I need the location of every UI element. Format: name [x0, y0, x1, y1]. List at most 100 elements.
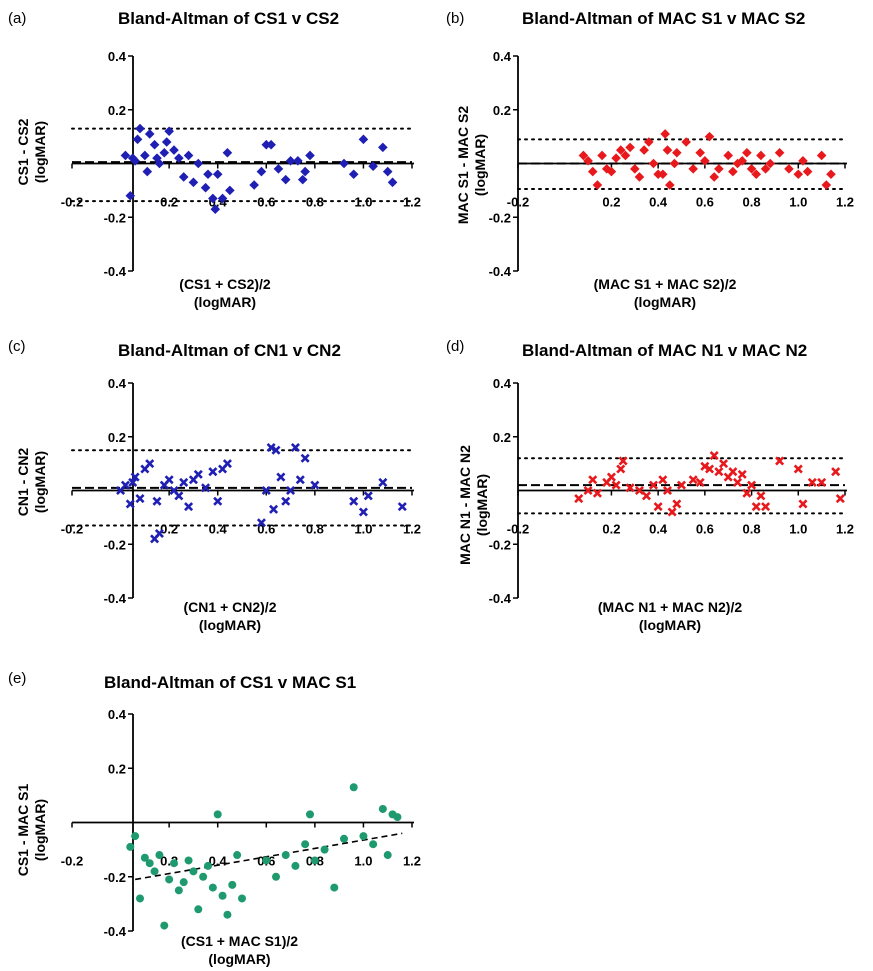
data-point — [816, 150, 827, 161]
plot-area: 0.40.2-0.2-0.4-0.20.20.40.60.81.01.2 — [61, 707, 421, 939]
data-point — [578, 150, 589, 161]
x-axis-label-line2: (logMAR) — [638, 617, 702, 633]
data-point — [228, 880, 237, 889]
data-point — [223, 910, 232, 919]
chart-title: Bland-Altman of MAC S1 v MAC S2 — [522, 9, 806, 28]
data-point — [672, 147, 682, 158]
data-point — [737, 469, 747, 479]
data-point — [340, 834, 348, 843]
data-point — [588, 475, 598, 485]
data-point — [383, 851, 392, 860]
x-tick-label: 0.4 — [209, 522, 228, 537]
data-point — [751, 502, 761, 512]
data-point — [587, 166, 598, 177]
data-point — [164, 475, 174, 485]
y-tick-label: -0.2 — [489, 537, 511, 552]
x-tick-label: 1.0 — [354, 195, 372, 210]
data-point — [271, 445, 281, 455]
x-tick-label: 1.2 — [836, 522, 854, 537]
panel-a: (a) Bland-Altman of CS1 v CS2 CS1 - CS2 … — [0, 0, 440, 320]
y-tick-label: 0.2 — [493, 430, 511, 445]
data-point — [145, 859, 154, 868]
data-point — [618, 456, 628, 466]
x-axis-label-line1: (MAC N1 + MAC N2)/2 — [597, 599, 743, 615]
x-axis-label: (MAC N1 + MAC N2)/2 (logMAR) — [570, 598, 770, 634]
data-point — [378, 804, 387, 813]
y-tick-label: -0.2 — [104, 870, 126, 885]
data-point — [217, 193, 228, 204]
y-tick-label: 0.2 — [108, 761, 126, 776]
data-point — [760, 164, 771, 174]
data-point — [669, 158, 680, 169]
y-tick-label: -0.2 — [489, 210, 511, 225]
data-point — [704, 131, 715, 142]
data-point — [597, 150, 607, 161]
data-point — [611, 480, 621, 490]
data-point — [737, 156, 748, 166]
data-point — [290, 442, 300, 453]
x-tick-label: 1.2 — [403, 854, 421, 869]
x-axis-label-line2: (logMAR) — [193, 294, 257, 310]
y-tick-label: -0.2 — [104, 537, 126, 552]
data-point — [161, 137, 172, 147]
x-axis-label: (CN1 + CN2)/2 (logMAR) — [150, 598, 310, 634]
data-point — [644, 137, 654, 147]
data-point — [620, 150, 631, 161]
data-point — [742, 488, 752, 498]
y-tick-label: 0.4 — [108, 707, 127, 722]
data-point — [695, 147, 705, 158]
data-point — [222, 459, 232, 469]
data-point — [280, 174, 291, 185]
data-point — [742, 147, 752, 158]
chart-title: Bland-Altman of CS1 v CS2 — [118, 9, 340, 28]
y-tick-label: -0.4 — [104, 591, 127, 606]
x-tick-label: -0.2 — [507, 195, 529, 210]
y-tick-label: -0.2 — [104, 210, 126, 225]
data-point — [798, 499, 808, 509]
data-point — [774, 147, 785, 158]
data-point — [714, 164, 724, 174]
data-point — [802, 166, 813, 177]
data-point — [634, 172, 645, 182]
data-point — [393, 813, 402, 822]
x-tick-label: 0.4 — [649, 522, 668, 537]
x-tick-label: 1.2 — [403, 195, 421, 210]
data-point — [625, 142, 635, 153]
data-point — [291, 861, 300, 870]
data-point — [667, 507, 677, 517]
x-tick-label: 0.2 — [160, 195, 178, 210]
data-point — [574, 494, 584, 504]
data-point — [178, 172, 189, 182]
data-point — [807, 477, 817, 487]
data-point — [125, 499, 135, 509]
data-point — [120, 480, 130, 490]
data-point — [208, 467, 218, 477]
data-point — [761, 502, 771, 512]
data-point — [261, 139, 272, 150]
data-point — [310, 480, 320, 490]
panel-e: (e) Bland-Altman of CS1 v MAC S1 CS1 - M… — [0, 660, 440, 971]
data-point — [817, 477, 827, 487]
chart-title: Bland-Altman of CN1 v CN2 — [118, 341, 341, 360]
x-axis-label-line1: (CS1 + MAC S1)/2 — [180, 933, 299, 949]
x-tick-label: 0.4 — [209, 854, 228, 869]
data-point — [174, 153, 184, 163]
x-axis-label: (CS1 + MAC S1)/2 (logMAR) — [152, 932, 327, 968]
data-point — [300, 166, 310, 177]
data-point — [310, 856, 319, 865]
data-point — [348, 169, 359, 180]
data-point — [592, 488, 602, 498]
data-point — [210, 204, 221, 214]
data-point — [363, 491, 373, 501]
data-point — [142, 166, 153, 177]
data-point — [204, 861, 212, 870]
y-tick-label: 0.4 — [108, 49, 127, 64]
data-point — [183, 150, 194, 161]
x-tick-label: 1.2 — [403, 522, 421, 537]
data-point — [261, 485, 271, 496]
x-tick-label: 1.0 — [789, 522, 807, 537]
data-point — [130, 156, 140, 166]
data-point — [641, 491, 651, 501]
y-tick-label: -0.4 — [489, 591, 512, 606]
data-point — [150, 867, 159, 876]
